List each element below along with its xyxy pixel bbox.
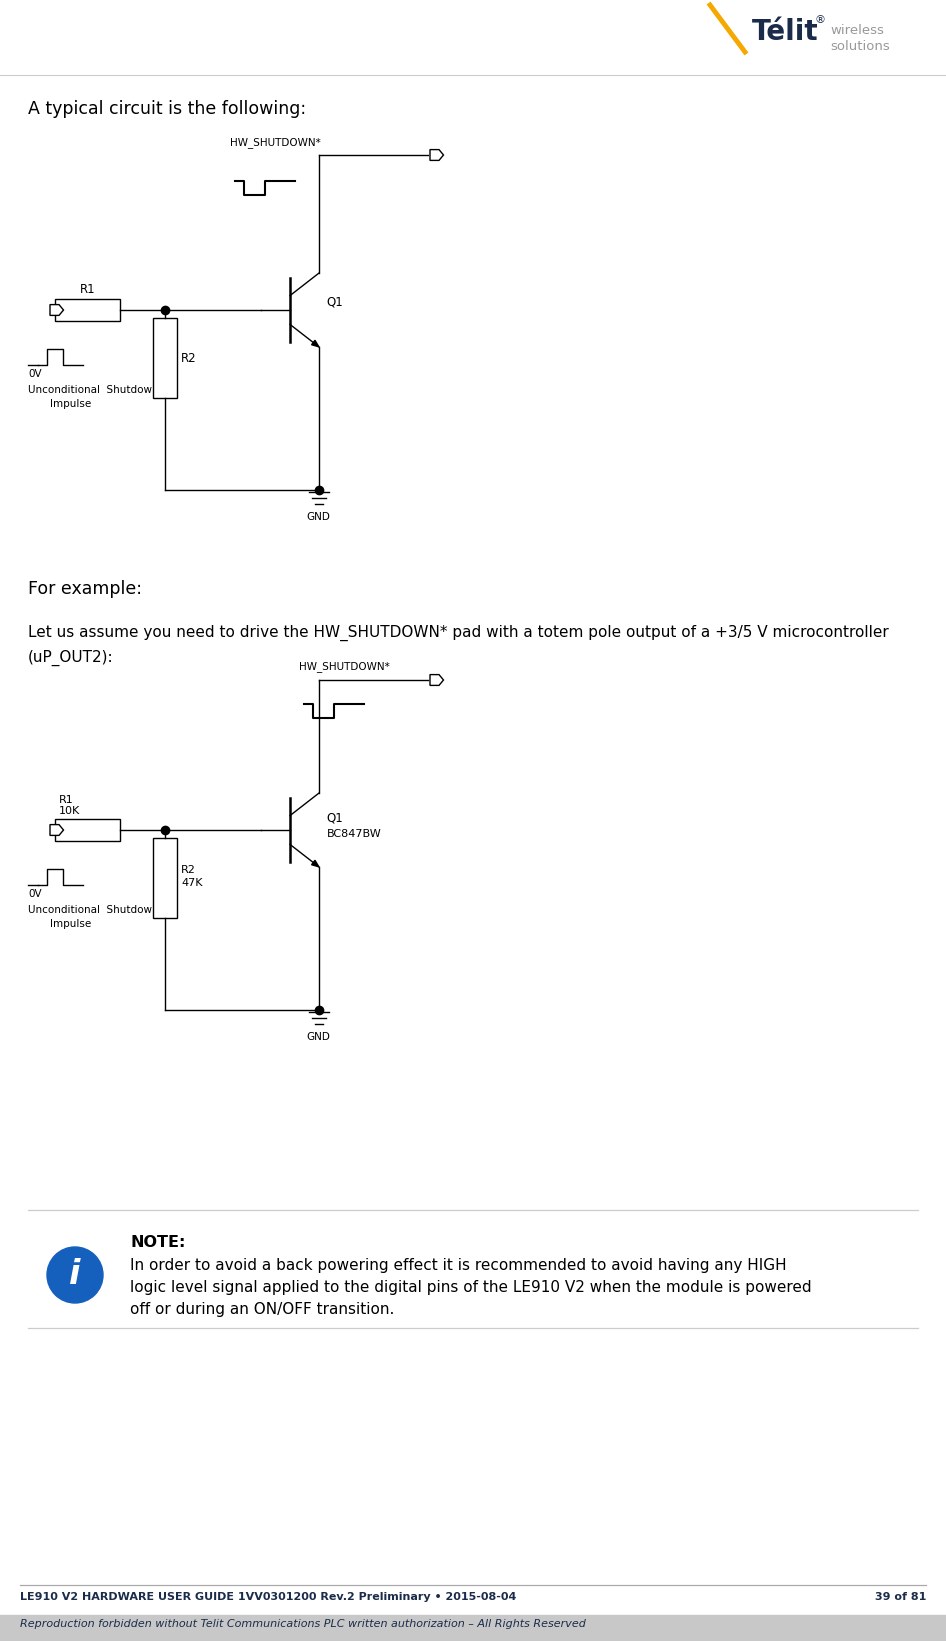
Text: Impulse: Impulse xyxy=(50,399,91,409)
Text: 10K: 10K xyxy=(59,806,80,816)
Bar xyxy=(55,299,120,322)
Text: 0V: 0V xyxy=(28,889,42,899)
Text: HW_SHUTDOWN*: HW_SHUTDOWN* xyxy=(299,661,390,673)
Bar xyxy=(153,318,177,399)
Text: HW_SHUTDOWN*: HW_SHUTDOWN* xyxy=(230,138,321,148)
Polygon shape xyxy=(311,860,319,866)
Bar xyxy=(153,839,177,917)
Text: logic level signal applied to the digital pins of the LE910 V2 when the module i: logic level signal applied to the digita… xyxy=(130,1280,812,1295)
Text: BC847BW: BC847BW xyxy=(326,829,381,839)
Text: (uP_OUT2):: (uP_OUT2): xyxy=(28,650,114,666)
Text: wireless: wireless xyxy=(830,25,884,38)
Polygon shape xyxy=(50,305,63,315)
Polygon shape xyxy=(50,824,63,835)
Text: off or during an ON/OFF transition.: off or during an ON/OFF transition. xyxy=(130,1301,394,1318)
Text: Télit: Télit xyxy=(752,18,818,46)
Text: 39 of 81: 39 of 81 xyxy=(875,1592,926,1602)
Bar xyxy=(55,819,120,840)
Text: In order to avoid a back powering effect it is recommended to avoid having any H: In order to avoid a back powering effect… xyxy=(130,1259,787,1273)
Polygon shape xyxy=(311,340,319,346)
Text: R2: R2 xyxy=(181,351,197,364)
Bar xyxy=(0,1615,946,1641)
Text: Reproduction forbidden without Telit Communications PLC written authorization – : Reproduction forbidden without Telit Com… xyxy=(20,1620,586,1630)
Polygon shape xyxy=(430,149,444,161)
Text: For example:: For example: xyxy=(28,579,142,597)
Text: solutions: solutions xyxy=(830,39,890,53)
Text: A typical circuit is the following:: A typical circuit is the following: xyxy=(28,100,307,118)
Text: ®: ® xyxy=(814,15,825,25)
Text: NOTE:: NOTE: xyxy=(130,1236,185,1250)
Text: LE910 V2 HARDWARE USER GUIDE 1VV0301200 Rev.2 Preliminary • 2015-08-04: LE910 V2 HARDWARE USER GUIDE 1VV0301200 … xyxy=(20,1592,517,1602)
Text: R2: R2 xyxy=(181,865,196,875)
Circle shape xyxy=(47,1247,103,1303)
Text: Unconditional  Shutdown: Unconditional Shutdown xyxy=(28,386,159,395)
Text: 47K: 47K xyxy=(181,878,202,888)
Text: R1: R1 xyxy=(59,794,74,806)
Text: Unconditional  Shutdown: Unconditional Shutdown xyxy=(28,904,159,916)
Text: R1: R1 xyxy=(79,282,96,295)
Text: Q1: Q1 xyxy=(326,295,343,309)
Text: Let us assume you need to drive the HW_SHUTDOWN* pad with a totem pole output of: Let us assume you need to drive the HW_S… xyxy=(28,625,888,642)
Text: i: i xyxy=(69,1259,80,1291)
Text: 0V: 0V xyxy=(28,369,42,379)
Text: Impulse: Impulse xyxy=(50,919,91,929)
Polygon shape xyxy=(430,674,444,686)
Text: Q1: Q1 xyxy=(326,812,343,824)
Text: GND: GND xyxy=(307,512,331,522)
Text: GND: GND xyxy=(307,1032,331,1042)
